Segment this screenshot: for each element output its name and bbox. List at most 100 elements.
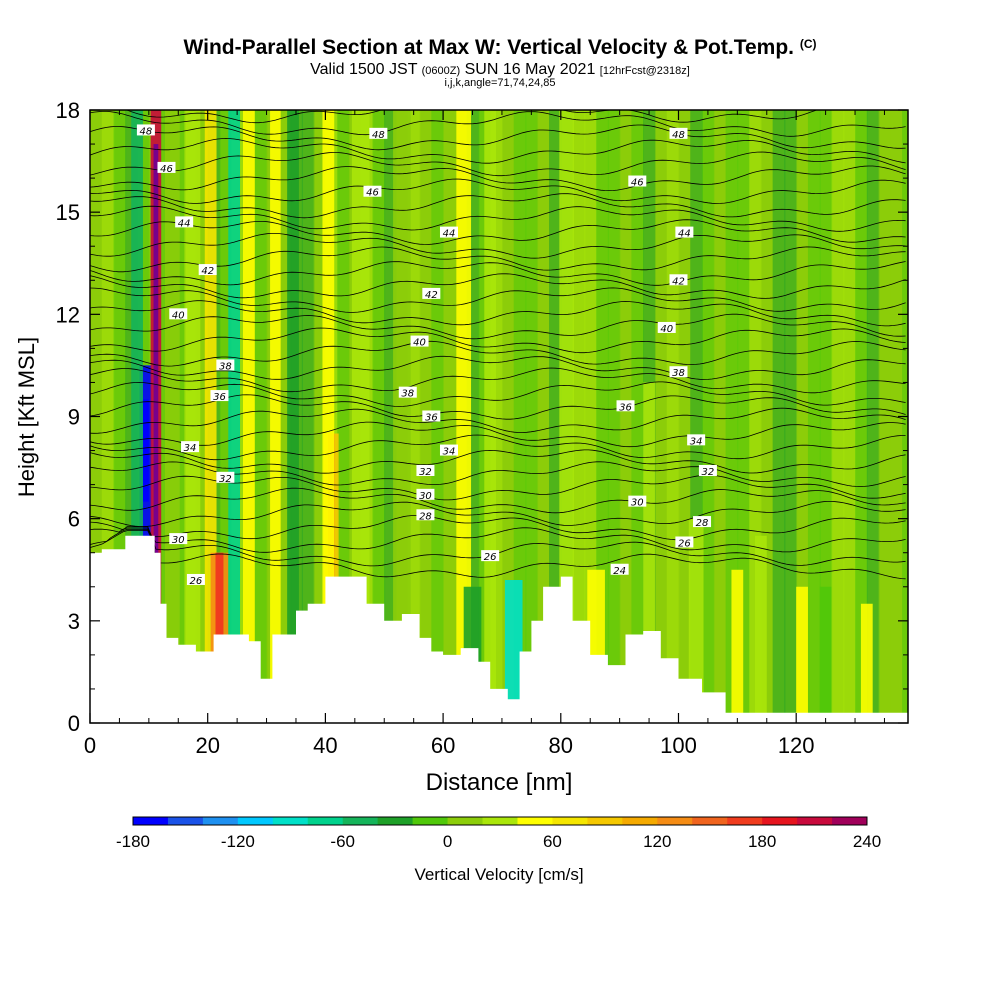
contour-label: 40 (169, 308, 188, 321)
contour-label-bg (416, 509, 435, 521)
contour-label-text: 36 (619, 402, 632, 413)
theta-contour-line (90, 205, 906, 232)
contour-label: 38 (216, 359, 235, 372)
contour-label: 40 (657, 321, 676, 335)
contour-label-text: 34 (184, 443, 197, 454)
contour-label-bg (628, 495, 647, 507)
contour-label-text: 48 (372, 130, 385, 141)
velocity-column (819, 586, 832, 723)
field-band (513, 110, 527, 723)
velocity-column (559, 110, 575, 723)
velocity-column (688, 518, 704, 723)
contour-label-text: 26 (678, 539, 691, 550)
theta-contour-line (90, 261, 906, 286)
y-tick-label: 12 (56, 302, 80, 327)
contour-label-bg (186, 573, 205, 585)
field-band (831, 110, 845, 723)
contour-label: 24 (610, 563, 629, 577)
colorbar-bin (587, 817, 623, 825)
colorbar-tick-label: 60 (543, 832, 562, 851)
contour-label: 48 (669, 127, 688, 141)
colorbar-bin (272, 817, 309, 825)
field-band (678, 110, 692, 723)
x-tick-label: 40 (313, 733, 337, 758)
colorbar-tick-label: 0 (443, 832, 452, 851)
contour-label: 34 (439, 444, 458, 458)
colorbar-bin (797, 817, 833, 825)
colorbar-bin (237, 817, 274, 825)
x-tick-label: 20 (195, 733, 219, 758)
x-tick-label: 60 (431, 733, 455, 758)
theta-contour-line (90, 137, 906, 164)
field-band (537, 110, 550, 723)
velocity-column (754, 535, 767, 723)
contour-label: 46 (157, 161, 176, 175)
valid-utc: (0600Z) (421, 65, 461, 77)
velocity-core (142, 399, 149, 502)
colorbar-frame (132, 816, 868, 826)
contour-label: 28 (693, 516, 712, 529)
field-band (254, 110, 268, 723)
contour-label-bg (669, 366, 688, 378)
theta-contour-line (90, 313, 906, 340)
theta-contours (90, 110, 906, 580)
velocity-column (731, 569, 744, 723)
theta-contour-line (90, 273, 906, 299)
colorbar-bin (517, 817, 553, 825)
valid-time-line: Valid 1500 JST (0600Z) SUN 16 May 2021 [… (0, 61, 1000, 79)
colorbar: -180 -120 -60 0 60 120 180 240 (116, 816, 881, 851)
contour-label-text: 40 (660, 324, 673, 335)
velocity-column (860, 603, 873, 723)
contour-label-text: 36 (213, 392, 226, 403)
theta-contour-line (90, 300, 906, 327)
forecast-info: [12hrFcst@2318z] (599, 65, 690, 77)
field-band (501, 110, 515, 723)
theta-contour-line (90, 193, 906, 219)
contour-label: 36 (210, 390, 229, 403)
y-tick-label: 6 (68, 507, 80, 532)
velocity-column (270, 110, 281, 723)
field-band (572, 110, 586, 723)
contour-label-text: 42 (672, 276, 685, 287)
contour-label-text: 30 (172, 535, 185, 546)
colorbar-bin (133, 817, 169, 825)
contour-label-bg (669, 127, 688, 139)
contour-label: 42 (198, 264, 217, 277)
colorbar-tick-label: 120 (643, 832, 671, 851)
contour-label: 30 (169, 533, 188, 546)
contour-label-text: 46 (366, 188, 379, 199)
colorbar-bin (692, 817, 728, 825)
valid-prefix: Valid 1500 JST (310, 61, 418, 78)
theta-contour-line (90, 233, 906, 259)
contour-label-text: 46 (631, 178, 644, 189)
contour-label-bg (175, 216, 194, 228)
field-band (631, 110, 645, 723)
y-tick-label: 9 (68, 405, 80, 430)
contour-label: 40 (410, 335, 429, 349)
theta-contour-line (90, 407, 906, 434)
contour-label: 32 (698, 464, 717, 478)
contour-label: 44 (175, 216, 194, 229)
x-tick-label: 120 (778, 733, 815, 758)
colorbar-bin (167, 817, 204, 825)
field-band (890, 110, 904, 723)
contour-label-text: 30 (631, 498, 644, 509)
contour-label: 34 (687, 434, 706, 447)
theta-contour-line (90, 355, 906, 380)
contour-label: 32 (216, 471, 235, 485)
colorbar-bin (727, 817, 763, 825)
contour-label-bg (169, 308, 188, 320)
contour-label-bg (616, 400, 635, 412)
contour-label: 38 (398, 386, 417, 400)
theta-contour-line (90, 367, 906, 394)
field-band (549, 110, 562, 723)
y-tick-label: 18 (56, 98, 80, 123)
contour-label-bg (216, 471, 235, 483)
colorbar-bin (657, 817, 693, 825)
contour-label-bg (157, 161, 176, 173)
colorbar-bin (762, 817, 798, 825)
field-band (619, 110, 633, 723)
contour-label-bg (693, 516, 712, 528)
velocity-column (165, 110, 180, 723)
contour-label-bg (657, 321, 676, 333)
